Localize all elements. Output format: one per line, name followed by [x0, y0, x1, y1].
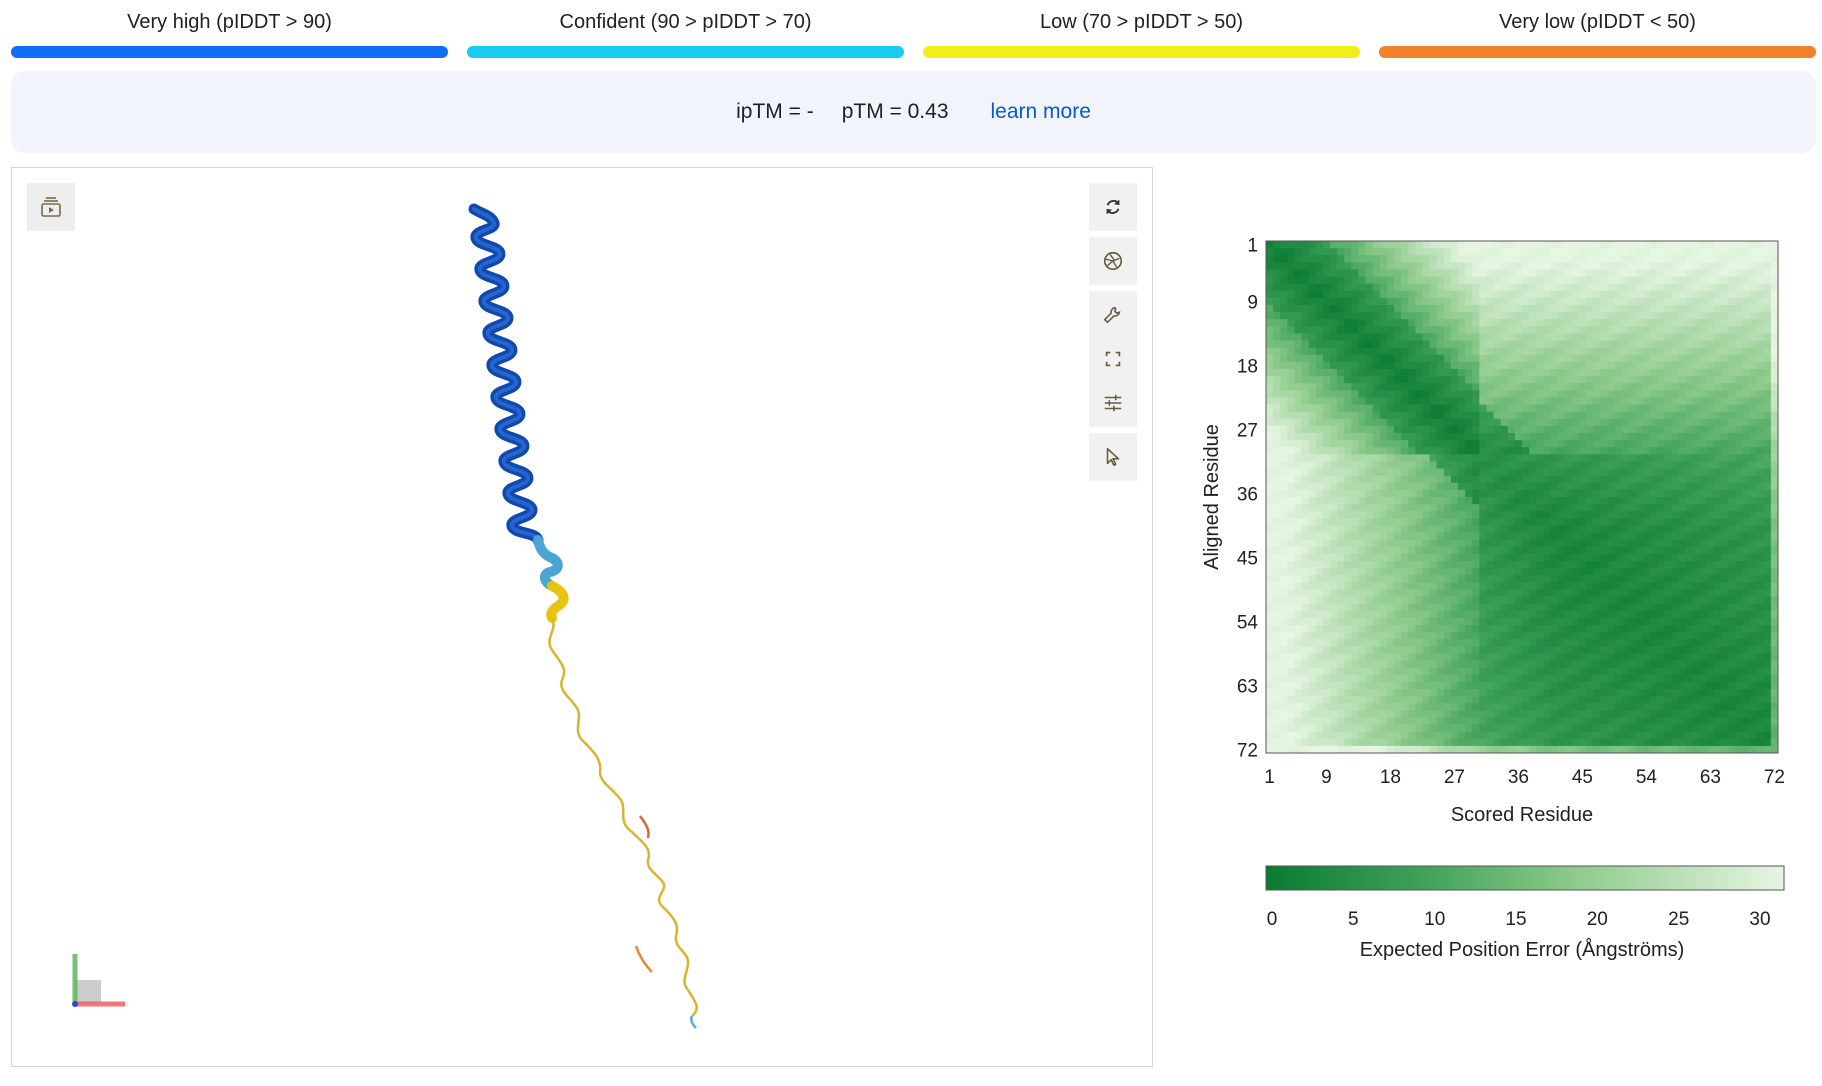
settings-tool-stack	[1089, 291, 1137, 427]
helix-confident	[533, 535, 563, 591]
select-mode-button[interactable]	[1089, 433, 1137, 481]
x-axis-label: Scored Residue	[1451, 804, 1593, 826]
colorbar-tick-label: 0	[1267, 909, 1278, 930]
reset-view-button[interactable]	[1089, 183, 1137, 231]
x-tick-label: 54	[1636, 767, 1658, 788]
x-tick-label: 63	[1700, 767, 1721, 788]
colorbar-label: Expected Position Error (Ångströms)	[1360, 938, 1685, 961]
y-tick-label: 1	[1247, 236, 1258, 257]
pae-chart[interactable]: 1 9 18 27 36 45 54 63 72 1 9 18 27 36 45 54 63 72 Aligne…	[1160, 167, 1822, 1067]
legend-label: Low (70 > pIDDT > 50)	[1039, 11, 1244, 33]
legend-low: Low (70 > pIDDT > 50)	[923, 8, 1360, 58]
fullscreen-icon	[1105, 351, 1121, 367]
legend-label: Very high (pIDDT > 90)	[127, 11, 332, 33]
ptm-score: pTM = 0.43	[841, 100, 949, 123]
colorbar-tick-label: 30	[1749, 909, 1770, 930]
learn-more-link[interactable]: learn more	[990, 100, 1091, 123]
colorbar-tick-label: 5	[1348, 909, 1359, 930]
legend-very-low: Very low (pIDDT < 50)	[1379, 8, 1816, 58]
legend-color-bar	[467, 46, 904, 58]
x-axis-ticks: 1 9 18 27 36 45 54 63 72	[1264, 767, 1785, 788]
colorbar-tick-label: 25	[1668, 909, 1689, 930]
x-tick-label: 36	[1508, 767, 1529, 788]
coil-very-low	[638, 815, 650, 839]
legend-color-bar	[1379, 46, 1816, 58]
colorbar-tick-label: 20	[1587, 909, 1608, 930]
y-tick-label: 54	[1237, 612, 1259, 633]
heatmap-border	[1265, 240, 1779, 754]
y-tick-label: 63	[1237, 676, 1258, 697]
plddt-legend: Very high (pIDDT > 90) Confident (90 > p…	[11, 8, 1816, 58]
x-tick-label: 9	[1321, 767, 1332, 788]
colorbar	[1265, 865, 1785, 891]
x-tick-label: 1	[1264, 767, 1275, 788]
coil-low	[548, 617, 698, 1017]
settings-button[interactable]	[1089, 291, 1137, 339]
colorbar-tick-label: 15	[1505, 909, 1526, 930]
x-tick-label: 18	[1380, 767, 1401, 788]
legend-confident: Confident (90 > pIDDT > 70)	[467, 8, 904, 58]
legend-label: Confident (90 > pIDDT > 70)	[559, 11, 812, 33]
pointer-icon	[1106, 447, 1120, 467]
y-tick-label: 72	[1237, 740, 1258, 761]
play-list-icon	[41, 197, 61, 217]
animation-button[interactable]	[27, 183, 75, 231]
iptm-score: ipTM = -	[736, 100, 814, 123]
screenshot-button[interactable]	[1089, 237, 1137, 285]
legend-label: Very low (pIDDT < 50)	[1499, 11, 1696, 33]
colorbar-ticks: 0 5 10 15 20 25 30	[1267, 909, 1771, 930]
legend-color-bar	[923, 46, 1360, 58]
pae-panel: 1 9 18 27 36 45 54 63 72 1 9 18 27 36 45 54 63 72 Aligne…	[1160, 167, 1822, 1067]
y-tick-label: 27	[1237, 420, 1258, 441]
protein-structure[interactable]	[12, 168, 1152, 1066]
viewer-toolbar	[1089, 183, 1137, 481]
y-tick-label: 18	[1237, 356, 1258, 377]
x-tick-label: 27	[1444, 767, 1465, 788]
y-tick-label: 45	[1237, 548, 1258, 569]
z-axis-indicator	[72, 1001, 78, 1007]
controls-button[interactable]	[1089, 379, 1137, 427]
legend-very-high: Very high (pIDDT > 90)	[11, 8, 448, 58]
x-tick-label: 72	[1764, 767, 1785, 788]
x-tick-label: 45	[1572, 767, 1593, 788]
sliders-icon	[1104, 394, 1122, 412]
y-tick-label: 36	[1237, 484, 1258, 505]
axes-plane	[75, 980, 101, 1004]
score-banner: ipTM = - pTM = 0.43 learn more	[11, 71, 1816, 153]
rotate-icon	[1106, 199, 1120, 215]
helix-low	[546, 581, 569, 623]
colorbar-tick-label: 10	[1424, 909, 1445, 930]
y-axis-label: Aligned Residue	[1201, 424, 1223, 570]
wrench-icon	[1103, 306, 1121, 324]
camera-shutter-icon	[1103, 251, 1123, 271]
legend-color-bar	[11, 46, 448, 58]
y-tick-label: 9	[1247, 292, 1258, 313]
pae-heatmap[interactable]	[1266, 241, 1779, 754]
fullscreen-button[interactable]	[1089, 339, 1137, 379]
y-axis-ticks: 1 9 18 27 36 45 54 63 72	[1237, 236, 1259, 762]
structure-viewer[interactable]	[11, 167, 1153, 1067]
